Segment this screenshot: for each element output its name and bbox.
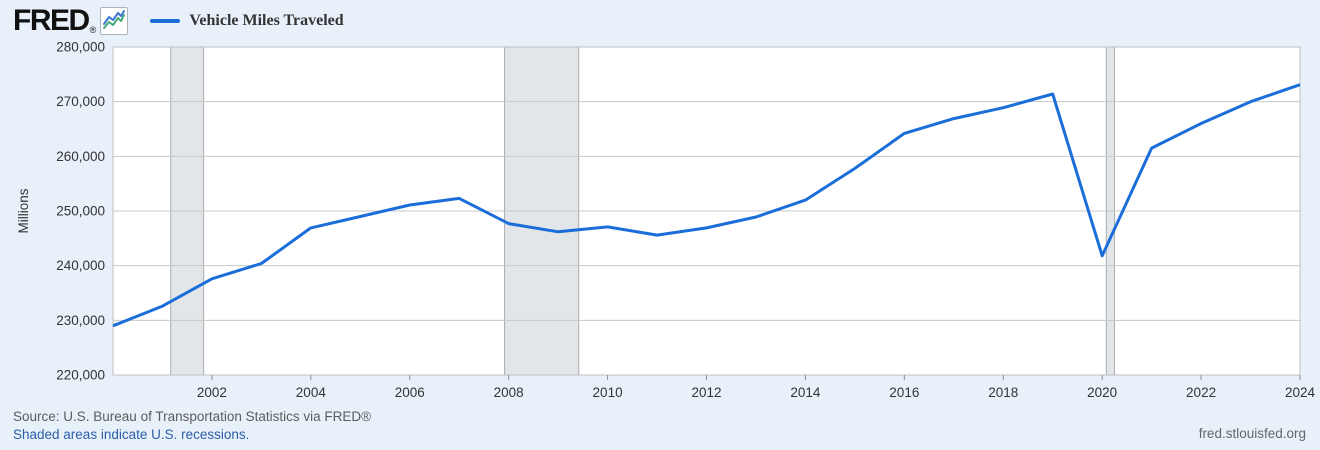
registered-mark: ® [89,25,97,35]
x-axis-tick-label: 2012 [691,385,721,400]
fred-site-link[interactable]: fred.stlouisfed.org [1198,426,1306,441]
x-axis-tick-label: 2020 [1087,385,1117,400]
y-axis-tick-label: 260,000 [56,149,105,164]
recessions-note-link[interactable]: Shaded areas indicate U.S. recessions. [13,427,250,442]
x-axis-tick-label: 2024 [1285,385,1316,400]
chart-footer: Source: U.S. Bureau of Transportation St… [13,408,371,444]
x-axis-tick-label: 2008 [494,385,524,400]
fred-sparkline-icon [100,7,129,35]
x-axis-tick-label: 2004 [296,385,327,400]
source-text: Source: U.S. Bureau of Transportation St… [13,409,372,424]
x-axis-tick-label: 2010 [593,385,623,400]
vmt-series-line [112,83,1301,328]
legend-line-swatch [150,19,181,23]
y-axis-tick-label: 270,000 [56,94,105,109]
y-axis-title: Millions [16,188,31,233]
y-axis-tick-label: 250,000 [56,204,105,219]
y-axis-tick-label: 240,000 [56,258,105,273]
x-axis-tick-label: 2006 [395,385,425,400]
x-axis-tick-label: 2022 [1186,385,1216,400]
x-axis-tick-label: 2016 [889,385,919,400]
chart-header: FRED ® Vehicle Miles Traveled [13,6,344,36]
vmt-line-chart: 220,000 230,000 240,000 250,000 260,000 270,0… [16,40,1316,401]
y-axis-tick-label: 220,000 [56,368,105,383]
y-axis-tick-label: 280,000 [56,40,105,55]
x-axis-tick-label: 2002 [197,385,227,400]
legend-series-label: Vehicle Miles Traveled [189,12,344,29]
y-axis-tick-label: 230,000 [56,313,105,328]
x-axis-tick-label: 2018 [988,385,1018,400]
x-axis-tick-label: 2014 [790,385,821,400]
fred-logo: FRED [13,4,90,37]
chart-legend: Vehicle Miles Traveled [150,12,344,30]
